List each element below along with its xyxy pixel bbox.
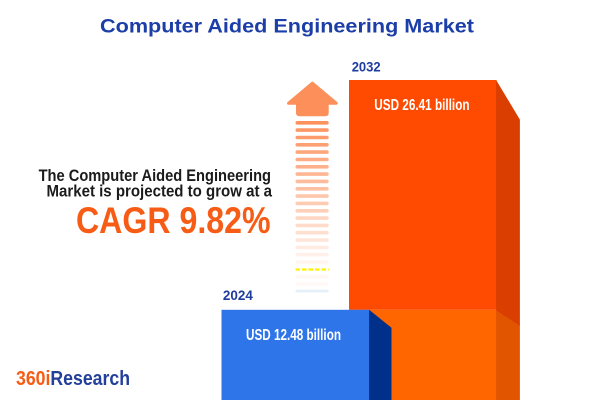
svg-text:The Computer Aided Engineering: The Computer Aided Engineering: [39, 167, 271, 185]
svg-text:CAGR 9.82%: CAGR 9.82%: [76, 200, 271, 241]
svg-text:2032: 2032: [352, 60, 381, 75]
svg-text:Market is projected to grow at: Market is projected to grow at a: [47, 183, 273, 201]
svg-text:2024: 2024: [223, 288, 254, 303]
svg-text:360iResearch: 360iResearch: [16, 368, 130, 390]
svg-text:Computer Aided Engineering Mar: Computer Aided Engineering Market: [100, 16, 475, 38]
svg-text:USD 12.48 billion: USD 12.48 billion: [246, 327, 341, 344]
svg-text:USD 26.41 billion: USD 26.41 billion: [374, 97, 469, 114]
